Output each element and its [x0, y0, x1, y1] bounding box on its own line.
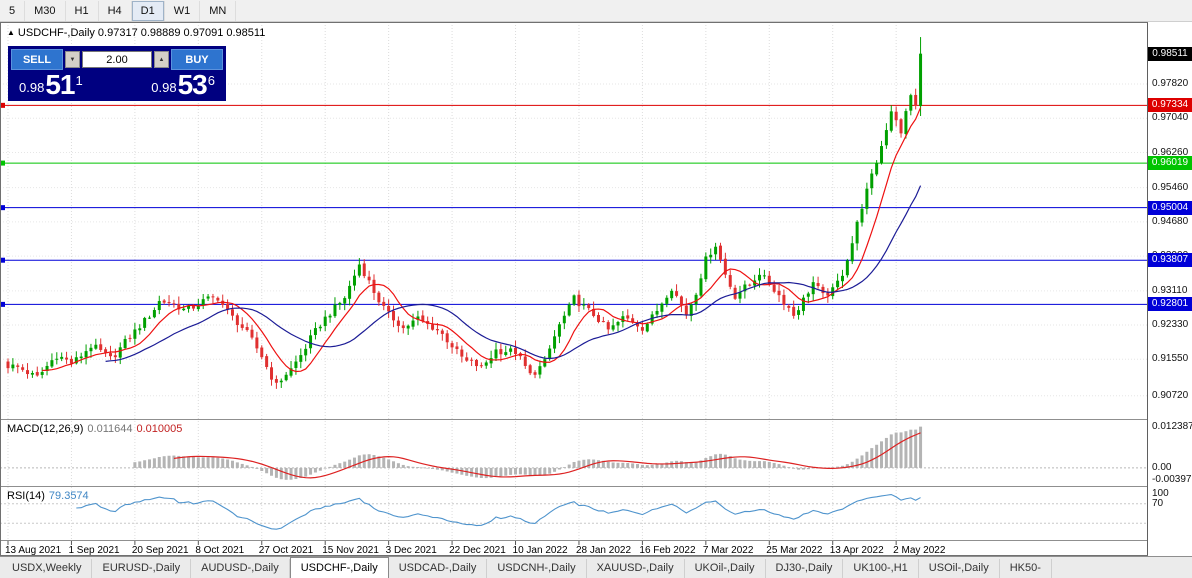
chart-tab-ukoil-daily[interactable]: UKOil-,Daily: [685, 559, 766, 578]
chart-tab-hk50[interactable]: HK50-: [1000, 559, 1052, 578]
svg-text:13 Aug 2021: 13 Aug 2021: [5, 545, 62, 556]
price-line-badge: 0.96019: [1148, 156, 1192, 171]
chart-ohlc-values: 0.97317 0.98889 0.97091 0.98511: [97, 27, 266, 39]
price-scale-label: 0.94680: [1152, 215, 1189, 227]
rsi-scale-label: 100: [1152, 488, 1169, 499]
macd-scale-label: 0.00: [1152, 461, 1172, 473]
svg-text:20 Sep 2021: 20 Sep 2021: [132, 545, 189, 556]
price-scale-label: 0.91550: [1152, 353, 1189, 365]
buy-price-big: 53: [177, 69, 208, 100]
price-line-badge: 0.93807: [1148, 253, 1192, 268]
rsi-value: 79.3574: [48, 490, 89, 502]
sell-button[interactable]: SELL: [11, 49, 63, 70]
price-scale-label: 0.95460: [1152, 181, 1189, 193]
chart-symbol-label: USDCHF-,Daily: [17, 27, 95, 39]
buy-price-display[interactable]: 0.98 53 6: [151, 69, 215, 100]
macd-scale-label: 0.012387: [1152, 421, 1192, 432]
price-scale-label: 0.93110: [1152, 284, 1188, 296]
chart-tab-dj30-daily[interactable]: DJ30-,Daily: [766, 559, 844, 578]
svg-text:2 May 2022: 2 May 2022: [893, 545, 946, 556]
rsi-name: RSI(14): [7, 490, 45, 502]
macd-main-value: 0.011644: [87, 423, 133, 435]
timeframe-button-h1[interactable]: H1: [66, 0, 99, 21]
svg-text:16 Feb 2022: 16 Feb 2022: [639, 545, 696, 556]
price-scale[interactable]: 0.978200.970400.962600.954600.946800.939…: [1148, 22, 1192, 556]
chart-tabs-bar: USDX,Weekly EURUSD-,Daily AUDUSD-,Daily USD…: [0, 556, 1192, 578]
chart-tab-usdchf-daily[interactable]: USDCHF-,Daily: [289, 557, 389, 578]
svg-text:13 Apr 2022: 13 Apr 2022: [830, 545, 884, 556]
chart-tab-usoil-daily[interactable]: USOil-,Daily: [919, 559, 1000, 578]
svg-text:25 Mar 2022: 25 Mar 2022: [766, 545, 823, 556]
rsi-scale-label: 70: [1152, 497, 1164, 509]
svg-text:10 Jan 2022: 10 Jan 2022: [513, 545, 568, 556]
price-scale-label: 0.92330: [1152, 319, 1189, 331]
macd-indicator-label: MACD(12,26,9) 0.011644 0.010005: [7, 423, 186, 435]
price-line-badge: 0.97334: [1148, 98, 1192, 113]
sell-price-big: 51: [45, 69, 75, 100]
svg-text:1 Sep 2021: 1 Sep 2021: [68, 545, 120, 556]
timeframe-button-d1[interactable]: D1: [131, 0, 165, 21]
buy-price-pipette: 6: [207, 73, 215, 88]
svg-text:15 Nov 2021: 15 Nov 2021: [322, 545, 379, 556]
chart-ohlc-header: ▲ USDCHF-,Daily 0.97317 0.98889 0.97091 0.…: [7, 27, 268, 39]
chart-tab-audusd-daily[interactable]: AUDUSD-,Daily: [191, 559, 290, 578]
svg-text:22 Dec 2021: 22 Dec 2021: [449, 545, 506, 556]
macd-name: MACD(12,26,9): [7, 423, 84, 435]
chart-tab-eurusd-daily[interactable]: EURUSD-,Daily: [92, 559, 192, 578]
svg-text:27 Oct 2021: 27 Oct 2021: [259, 545, 314, 556]
buy-price-prefix: 0.98: [151, 79, 177, 95]
chart-tab-usdcnh-daily[interactable]: USDCNH-,Daily: [487, 559, 587, 578]
svg-text:28 Jan 2022: 28 Jan 2022: [576, 545, 631, 556]
buy-button[interactable]: BUY: [171, 49, 223, 70]
trade-panel-toggle-icon[interactable]: ▲: [7, 28, 15, 37]
rsi-indicator-label: RSI(14) 79.3574: [7, 490, 93, 502]
price-line-badge: 0.92801: [1148, 297, 1192, 312]
macd-scale-label: -0.00397: [1152, 474, 1192, 485]
volume-decrease-button[interactable]: ▼: [65, 51, 80, 68]
timeframe-button-w1[interactable]: W1: [165, 0, 201, 21]
timeframe-button-mn[interactable]: MN: [200, 0, 237, 21]
chart-tab-uk100-h1[interactable]: UK100-,H1: [843, 559, 919, 578]
sell-price-display[interactable]: 0.98 51 1: [19, 69, 83, 100]
chart-window[interactable]: 13 Aug 2021 1 Sep 2021 20 Sep 2021 8 Oct 20…: [0, 22, 1192, 556]
timeframe-button-5[interactable]: 5: [0, 0, 26, 21]
timeframe-button-h4[interactable]: H4: [99, 0, 132, 21]
price-line-badge: 0.95004: [1148, 200, 1192, 215]
timeframe-button-m30[interactable]: M30: [25, 0, 66, 21]
timeframe-toolbar: 5 M30 H1 H4 D1 W1 MN: [0, 0, 1192, 22]
price-scale-label: 0.96260: [1152, 146, 1189, 158]
timeframe-buttons: 5 M30 H1 H4 D1 W1 MN: [0, 0, 237, 21]
svg-text:7 Mar 2022: 7 Mar 2022: [703, 545, 754, 556]
chart-tab-usdcad-daily[interactable]: USDCAD-,Daily: [389, 559, 488, 578]
volume-input[interactable]: [82, 51, 152, 68]
price-scale-label: 0.90720: [1152, 389, 1189, 401]
chart-canvas[interactable]: 13 Aug 2021 1 Sep 2021 20 Sep 2021 8 Oct 20…: [0, 22, 1192, 556]
svg-text:8 Oct 2021: 8 Oct 2021: [195, 545, 244, 556]
svg-text:3 Dec 2021: 3 Dec 2021: [386, 545, 438, 556]
current-price-badge: 0.98511: [1148, 46, 1192, 61]
price-scale-label: 0.97820: [1152, 78, 1189, 89]
price-scale-label: 0.97040: [1152, 112, 1189, 124]
trade-panel-controls: SELL ▼ ▲ BUY: [11, 49, 223, 70]
sell-price-prefix: 0.98: [19, 79, 45, 95]
chart-tab-usdx-weekly[interactable]: USDX,Weekly: [2, 559, 93, 578]
macd-signal-value: 0.010005: [136, 423, 183, 435]
volume-increase-button[interactable]: ▲: [154, 51, 169, 68]
chart-tab-xauusd-daily[interactable]: XAUUSD-,Daily: [587, 559, 685, 578]
trade-panel-prices: 0.98 51 1 0.98 53 6: [11, 69, 223, 100]
sell-price-pipette: 1: [75, 73, 83, 88]
